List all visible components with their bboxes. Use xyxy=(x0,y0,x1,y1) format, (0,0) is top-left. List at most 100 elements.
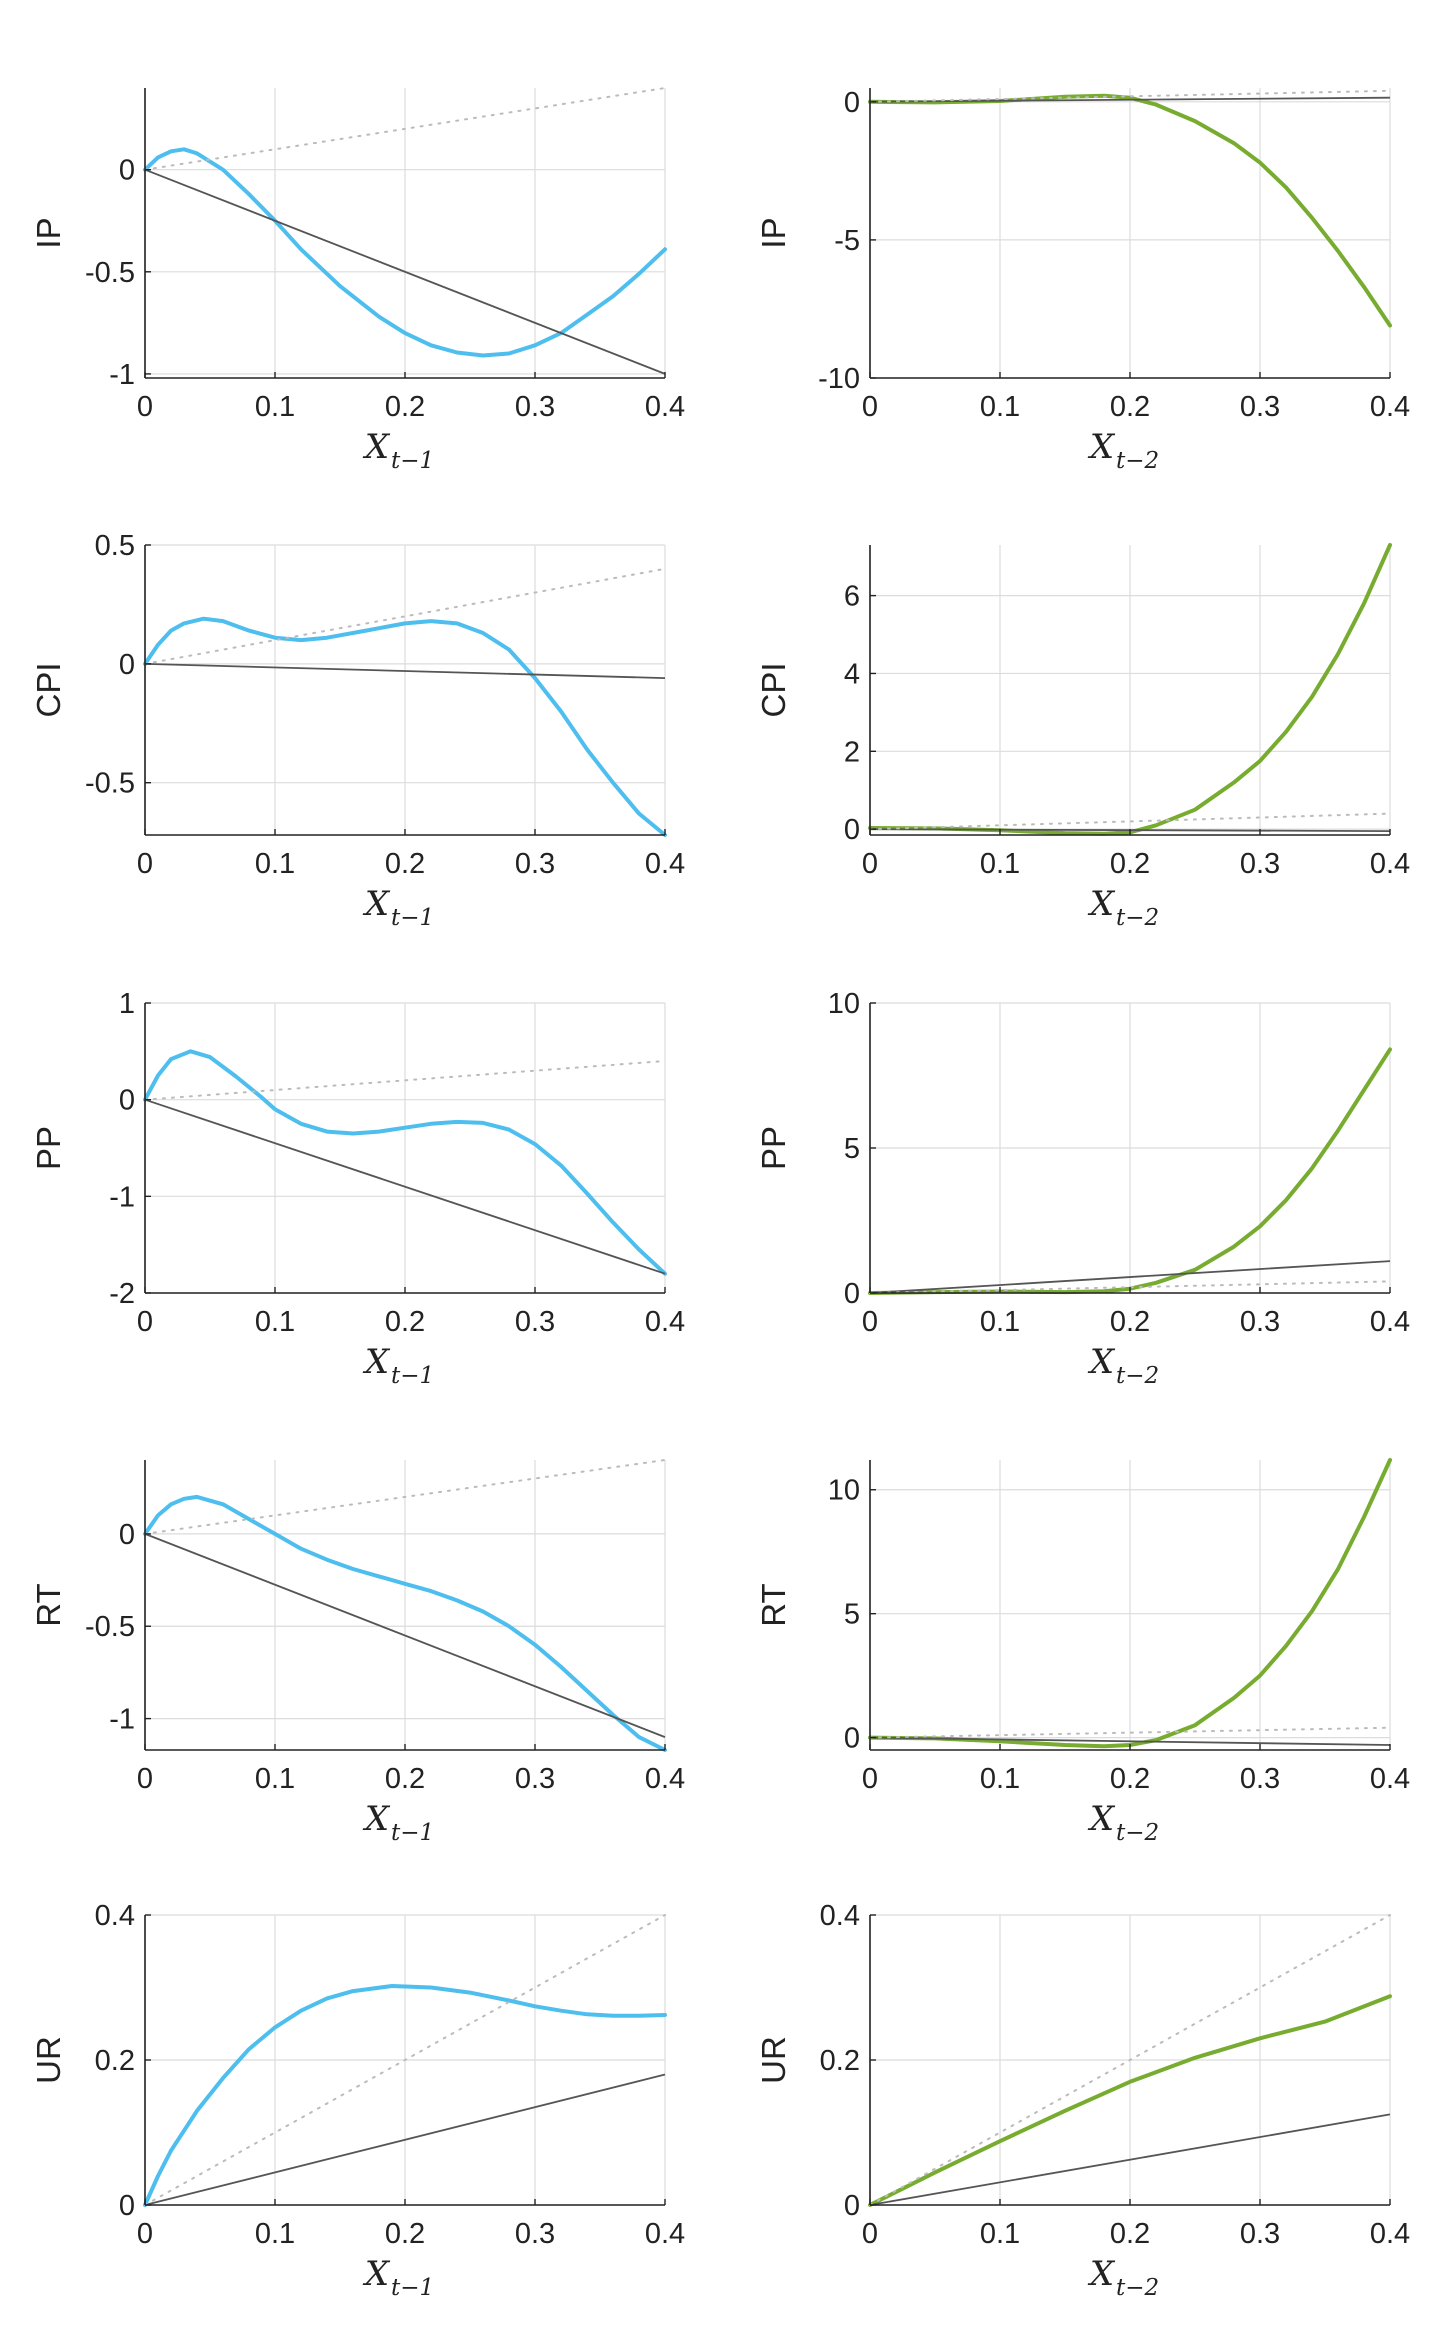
series-solid-line xyxy=(869,1736,1391,1746)
x-tick-label: 0 xyxy=(137,391,153,423)
x-tick-label: 0.3 xyxy=(1240,848,1280,880)
x-tick-label: 0.4 xyxy=(1370,848,1410,880)
y-tick-label: 0.4 xyxy=(820,1900,860,1932)
x-axis-label-subscript: t−2 xyxy=(1116,1820,1159,1846)
y-tick-label: 0 xyxy=(844,87,860,119)
series-curve-line xyxy=(868,1458,1392,1749)
series-dotted-line xyxy=(144,1459,666,1535)
x-tick-label: 0.1 xyxy=(255,1763,295,1795)
y-tick-label: 0 xyxy=(119,1085,135,1117)
x-tick-label: 0.4 xyxy=(645,391,685,423)
y-tick-label: -0.5 xyxy=(85,768,135,800)
x-tick-label: 0.1 xyxy=(255,1306,295,1338)
y-axis-label: PP xyxy=(30,1126,67,1170)
series-curve-line xyxy=(868,1047,1392,1295)
series-solid-line xyxy=(144,168,666,375)
x-tick-label: 0.2 xyxy=(385,2218,425,2250)
y-tick-label: -1 xyxy=(109,359,135,391)
x-tick-label: 0.4 xyxy=(645,848,685,880)
x-tick-label: 0 xyxy=(862,391,878,423)
series-curve-line xyxy=(143,147,667,358)
x-axis-label: X xyxy=(362,884,391,924)
x-tick-label: 0 xyxy=(862,848,878,880)
y-axis-label: UR xyxy=(755,2036,792,2084)
x-tick-label: 0.1 xyxy=(255,391,295,423)
x-tick-label: 0.1 xyxy=(980,1763,1020,1795)
x-tick-label: 0.2 xyxy=(385,1306,425,1338)
panel-5: 0 0.1 0.2 0.3 0.4 0 5 10 PP X t−2 xyxy=(755,988,1410,1389)
x-axis-label-subscript: t−1 xyxy=(391,2275,434,2301)
series-dotted-line xyxy=(869,1726,1391,1739)
y-tick-label: -1 xyxy=(109,1704,135,1736)
x-axis-label: X xyxy=(362,2254,391,2294)
x-tick-label: 0.4 xyxy=(645,1306,685,1338)
y-tick-label: -5 xyxy=(834,225,860,257)
x-tick-label: 0.4 xyxy=(1370,391,1410,423)
y-tick-label: 0.2 xyxy=(95,2045,135,2077)
series-solid-line xyxy=(869,96,1391,103)
x-tick-label: 0.1 xyxy=(980,2218,1020,2250)
panel-8: 0 0.1 0.2 0.3 0.4 0 0.2 0.4 UR X t−1 xyxy=(30,1900,685,2301)
y-tick-label: 5 xyxy=(844,1133,860,1165)
y-axis-label: IP xyxy=(755,217,792,248)
y-tick-label: 0 xyxy=(844,814,860,846)
y-tick-label: 0.2 xyxy=(820,2045,860,2077)
x-tick-label: 0.2 xyxy=(1110,1763,1150,1795)
x-tick-label: 0.3 xyxy=(515,1763,555,1795)
y-axis-label: CPI xyxy=(30,662,67,717)
y-tick-label: 0 xyxy=(844,1278,860,1310)
y-tick-label: 0 xyxy=(119,2190,135,2222)
y-tick-label: -1 xyxy=(109,1181,135,1213)
x-tick-label: 0 xyxy=(862,1306,878,1338)
series-solid-line xyxy=(869,2113,1391,2206)
x-axis-label-subscript: t−2 xyxy=(1116,1363,1159,1389)
y-tick-label: -0.5 xyxy=(85,257,135,289)
panel-4: 0 0.1 0.2 0.3 0.4 -2 -1 0 1 PP X t−1 xyxy=(30,988,685,1389)
y-tick-label: 5 xyxy=(844,1599,860,1631)
series-dotted-line xyxy=(144,1060,666,1101)
x-tick-label: 0.3 xyxy=(515,391,555,423)
x-axis-label: X xyxy=(362,427,391,467)
x-axis-label: X xyxy=(1087,884,1116,924)
x-axis-label-subscript: t−1 xyxy=(391,905,434,931)
y-tick-label: 10 xyxy=(828,1475,860,1507)
x-tick-label: 0.2 xyxy=(1110,1306,1150,1338)
panel-9: 0 0.1 0.2 0.3 0.4 0 0.2 0.4 UR X t−2 xyxy=(755,1900,1410,2301)
series-dotted-line xyxy=(869,1914,1391,2206)
series-curve-line xyxy=(143,1984,667,2207)
x-tick-label: 0 xyxy=(137,848,153,880)
y-tick-label: -2 xyxy=(109,1278,135,1310)
y-axis-label: RT xyxy=(30,1583,67,1626)
y-tick-label: 0 xyxy=(119,155,135,187)
x-tick-label: 0.1 xyxy=(255,848,295,880)
y-tick-label: -10 xyxy=(818,363,860,395)
y-axis-label: PP xyxy=(755,1126,792,1170)
x-tick-label: 0.1 xyxy=(980,848,1020,880)
x-axis-label-subscript: t−2 xyxy=(1116,2275,1159,2301)
y-tick-label: 0.5 xyxy=(95,530,135,562)
x-tick-label: 0.4 xyxy=(1370,1306,1410,1338)
series-solid-line xyxy=(144,1533,666,1738)
series-dotted-line xyxy=(869,812,1391,831)
series-curve-line xyxy=(143,616,667,837)
x-axis-label: X xyxy=(1087,1342,1116,1382)
x-tick-label: 0.3 xyxy=(515,2218,555,2250)
y-tick-label: 0 xyxy=(844,1723,860,1755)
x-tick-label: 0 xyxy=(862,1763,878,1795)
x-tick-label: 0.2 xyxy=(385,1763,425,1795)
y-tick-label: -0.5 xyxy=(85,1611,135,1643)
y-axis-label: RT xyxy=(755,1583,792,1626)
x-tick-label: 0.2 xyxy=(1110,391,1150,423)
x-tick-label: 0.4 xyxy=(1370,2218,1410,2250)
x-tick-label: 0.2 xyxy=(1110,2218,1150,2250)
panel-3: 0 0.1 0.2 0.3 0.4 0 2 4 6 CPI X t−2 xyxy=(755,543,1410,931)
panel-2: 0 0.1 0.2 0.3 0.4 -0.5 0 0.5 CPI X t−1 xyxy=(30,530,685,931)
series-curve-line xyxy=(868,543,1392,836)
y-axis-label: IP xyxy=(30,217,67,248)
x-axis-label-subscript: t−1 xyxy=(391,1363,434,1389)
y-tick-label: 1 xyxy=(119,988,135,1020)
y-tick-label: 6 xyxy=(844,581,860,613)
series-dotted-line xyxy=(144,1914,666,2206)
x-tick-label: 0 xyxy=(137,1763,153,1795)
